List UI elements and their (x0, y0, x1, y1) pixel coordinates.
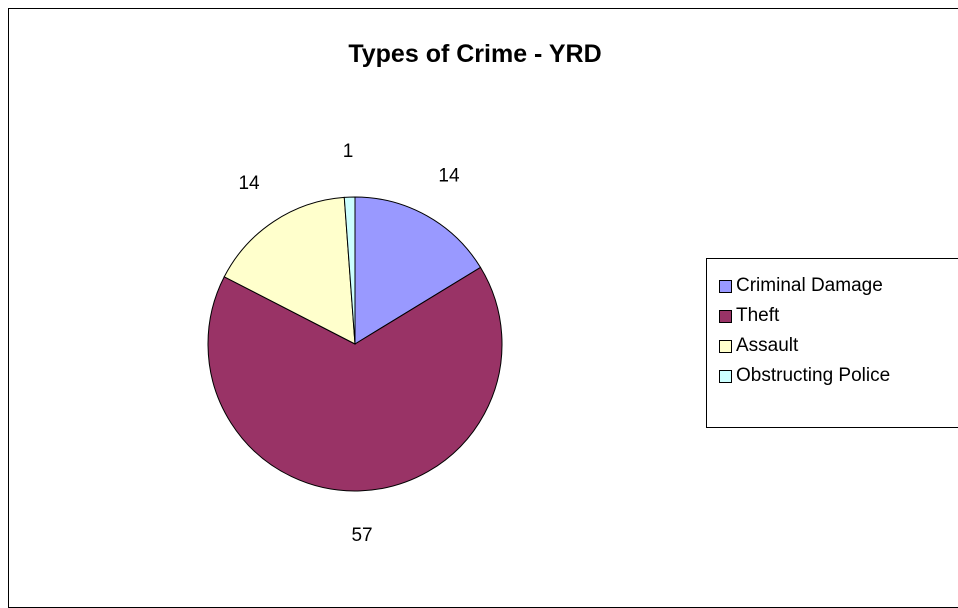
legend-swatch-obstructing-police (719, 369, 732, 383)
pie-slice-assault (223, 196, 356, 345)
legend-item-obstructing-police: Obstructing Police (707, 361, 958, 391)
chart-legend: Criminal Damage Theft Assault Obstructin… (706, 258, 958, 428)
legend-label-assault: Assault (736, 335, 799, 356)
legend-label-criminal-damage: Criminal Damage (736, 275, 883, 296)
pie-chart: 14 57 14 1 (207, 141, 503, 546)
pie-slice-theft (207, 266, 503, 492)
pie-slices (207, 196, 503, 492)
pie-labels: 14 57 14 1 (238, 141, 459, 546)
data-label-criminal-damage: 14 (438, 166, 460, 187)
data-label-theft: 57 (351, 525, 372, 546)
legend-label-theft: Theft (736, 305, 780, 326)
legend-swatch-theft (719, 309, 732, 323)
data-label-assault: 14 (238, 173, 260, 194)
chart-title: Types of Crime - YRD (348, 40, 602, 68)
pie-slice-obstructing-police (343, 196, 356, 345)
legend-label-obstructing-police: Obstructing Police (736, 365, 891, 386)
legend-item-assault: Assault (707, 331, 958, 361)
legend-item-theft: Theft (707, 301, 958, 331)
legend-item-criminal-damage: Criminal Damage (707, 271, 958, 301)
pie-slice-criminal-damage (354, 196, 482, 345)
legend-swatch-criminal-damage (719, 279, 732, 293)
legend-swatch-assault (719, 339, 732, 353)
data-label-obstructing-police: 1 (343, 141, 354, 162)
